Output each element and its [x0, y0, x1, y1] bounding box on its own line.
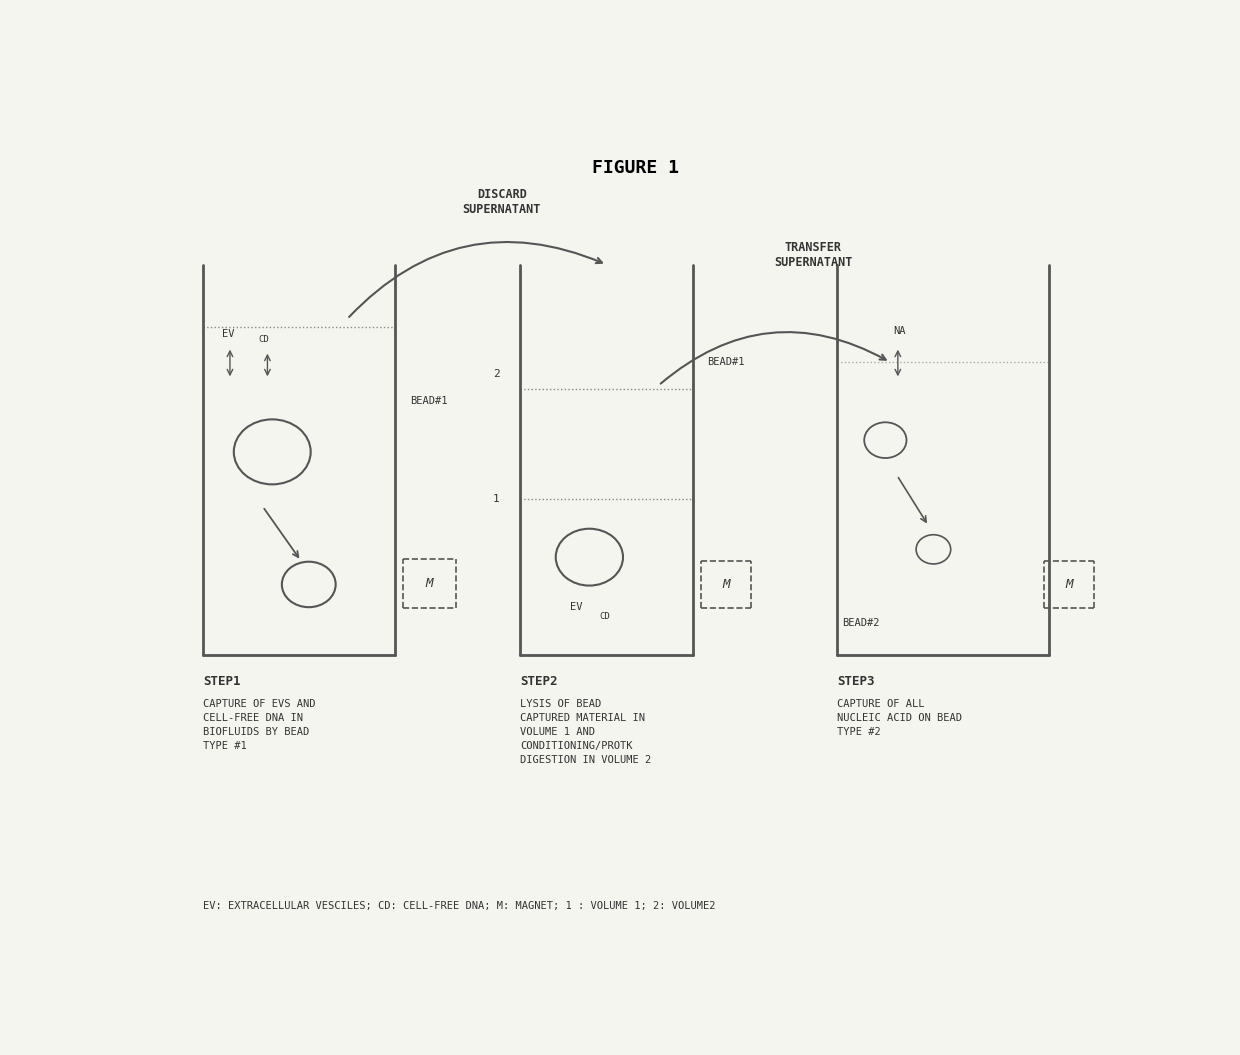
Text: LYSIS OF BEAD
CAPTURED MATERIAL IN
VOLUME 1 AND
CONDITIONING/PROTK
DIGESTION IN : LYSIS OF BEAD CAPTURED MATERIAL IN VOLUM… — [521, 699, 651, 765]
Text: EV: EV — [570, 601, 583, 612]
Text: TRANSFER
SUPERNATANT: TRANSFER SUPERNATANT — [774, 241, 852, 269]
Text: BEAD#2: BEAD#2 — [842, 618, 879, 629]
Text: BEAD#1: BEAD#1 — [708, 358, 745, 367]
Text: DISCARD
SUPERNATANT: DISCARD SUPERNATANT — [463, 188, 541, 216]
Text: 2: 2 — [492, 369, 500, 379]
Text: M: M — [722, 578, 729, 591]
Text: M: M — [425, 577, 433, 590]
Text: CAPTURE OF EVS AND
CELL-FREE DNA IN
BIOFLUIDS BY BEAD
TYPE #1: CAPTURE OF EVS AND CELL-FREE DNA IN BIOF… — [203, 699, 315, 751]
Text: EV: EV — [222, 328, 234, 339]
Text: NA: NA — [893, 326, 905, 337]
Text: CD: CD — [259, 335, 269, 344]
Text: CAPTURE OF ALL
NUCLEIC ACID ON BEAD
TYPE #2: CAPTURE OF ALL NUCLEIC ACID ON BEAD TYPE… — [837, 699, 962, 737]
Text: 1: 1 — [492, 494, 500, 503]
Text: STEP1: STEP1 — [203, 675, 241, 688]
Text: BEAD#1: BEAD#1 — [409, 397, 448, 406]
Text: FIGURE 1: FIGURE 1 — [591, 159, 680, 177]
Text: M: M — [1065, 578, 1073, 591]
Text: CD: CD — [599, 613, 610, 621]
Text: STEP3: STEP3 — [837, 675, 874, 688]
Text: STEP2: STEP2 — [521, 675, 558, 688]
Text: EV: EXTRACELLULAR VESCILES; CD: CELL-FREE DNA; M: MAGNET; 1 : VOLUME 1; 2: VOLUM: EV: EXTRACELLULAR VESCILES; CD: CELL-FRE… — [203, 901, 715, 910]
